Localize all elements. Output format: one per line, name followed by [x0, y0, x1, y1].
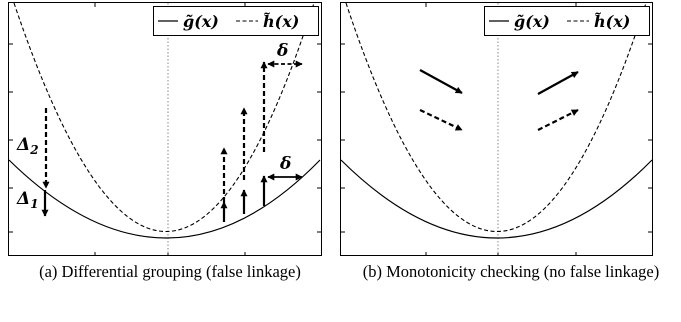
panel-a-delta2-label: Δ2	[16, 135, 39, 157]
panel-a-y-ticks	[9, 43, 321, 233]
panel-b-frame	[340, 2, 653, 256]
panel-a: g̃(x) h̃(x) Δ2 Δ1 δ δ	[8, 2, 322, 256]
panel-b-x-ticks	[425, 3, 577, 256]
panel-b-curve-g	[340, 159, 653, 239]
panel-a-delta-mid-label: δ	[279, 154, 291, 174]
panel-a-frame	[8, 2, 322, 256]
panel-b-legend-g: g̃(x)	[514, 12, 550, 31]
panel-b-right-dashed-arrow	[537, 109, 579, 131]
panel-b-y-ticks	[341, 43, 652, 233]
panel-a-curve-g	[8, 159, 321, 239]
panel-b-legend-h: h̃(x)	[594, 12, 630, 31]
panel-a-delta-top-label: δ	[276, 41, 288, 61]
panel-a-caption: (a) Differential grouping (false linkage…	[39, 262, 301, 281]
panel-a-legend-g: g̃(x)	[183, 12, 219, 31]
panel-a-curve-h	[13, 2, 315, 233]
panel-a-delta1-label: Δ1	[16, 189, 39, 211]
panel-b-curve-h	[345, 2, 647, 233]
panel-b-left-solid-arrow	[419, 69, 463, 94]
panel-b: g̃(x) h̃(x)	[340, 2, 653, 256]
panel-a-legend-h: h̃(x)	[263, 12, 299, 31]
panel-b-left-dashed-arrow	[419, 109, 463, 131]
panel-a-x-ticks	[94, 3, 246, 256]
panel-b-caption: (b) Monotonicity checking (no false link…	[362, 262, 660, 281]
panel-b-right-solid-arrow	[537, 71, 579, 95]
